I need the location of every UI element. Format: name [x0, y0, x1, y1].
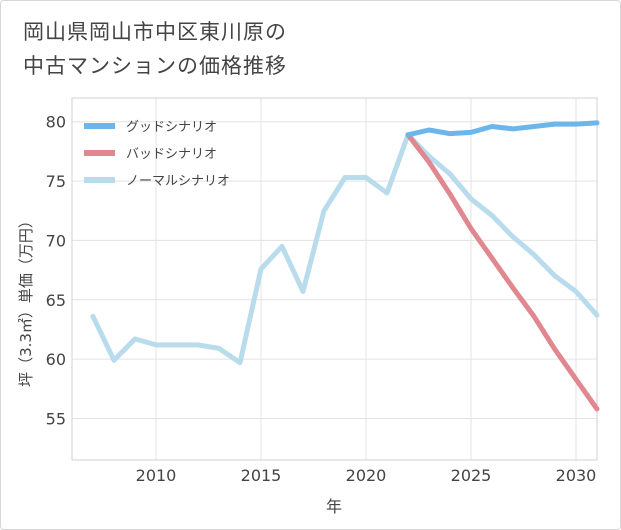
legend-label-1: バッドシナリオ — [126, 147, 217, 162]
legend-label-2: ノーマルシナリオ — [126, 174, 230, 189]
y-tick-label-65: 65 — [46, 291, 66, 310]
legend-label-0: グッドシナリオ — [126, 120, 217, 135]
plot-area-border — [71, 97, 598, 461]
chart-title: 岡山県岡山市中区東川原の 中古マンションの価格推移 — [23, 15, 583, 83]
x-tick-label-2015: 2015 — [241, 466, 282, 485]
x-tick-label-2020: 2020 — [346, 466, 387, 485]
grid-lines — [72, 98, 597, 460]
chart-title-line-2: 中古マンションの価格推移 — [23, 54, 287, 78]
series-lines — [90, 120, 600, 412]
chart-title-line-1: 岡山県岡山市中区東川原の — [23, 20, 287, 44]
y-axis-label: 坪（3.3㎡）単価（万円） — [17, 213, 35, 387]
y-tick-label-80: 80 — [46, 113, 66, 132]
x-tick-labels: 2010 2015 2020 2025 2030 — [136, 466, 597, 485]
x-tick-label-2025: 2025 — [451, 466, 492, 485]
x-axis-label: 年 — [326, 497, 342, 516]
y-tick-label-55: 55 — [46, 409, 66, 428]
y-tick-label-70: 70 — [46, 231, 66, 250]
x-tick-label-2030: 2030 — [556, 466, 597, 485]
series-line-1 — [405, 132, 600, 412]
series-line-0 — [405, 120, 600, 138]
y-tick-label-75: 75 — [46, 172, 66, 191]
x-tick-label-2010: 2010 — [136, 466, 177, 485]
y-tick-labels: 55 60 65 70 75 80 — [46, 113, 66, 429]
series-line-2 — [90, 132, 600, 366]
y-tick-label-60: 60 — [46, 350, 66, 369]
